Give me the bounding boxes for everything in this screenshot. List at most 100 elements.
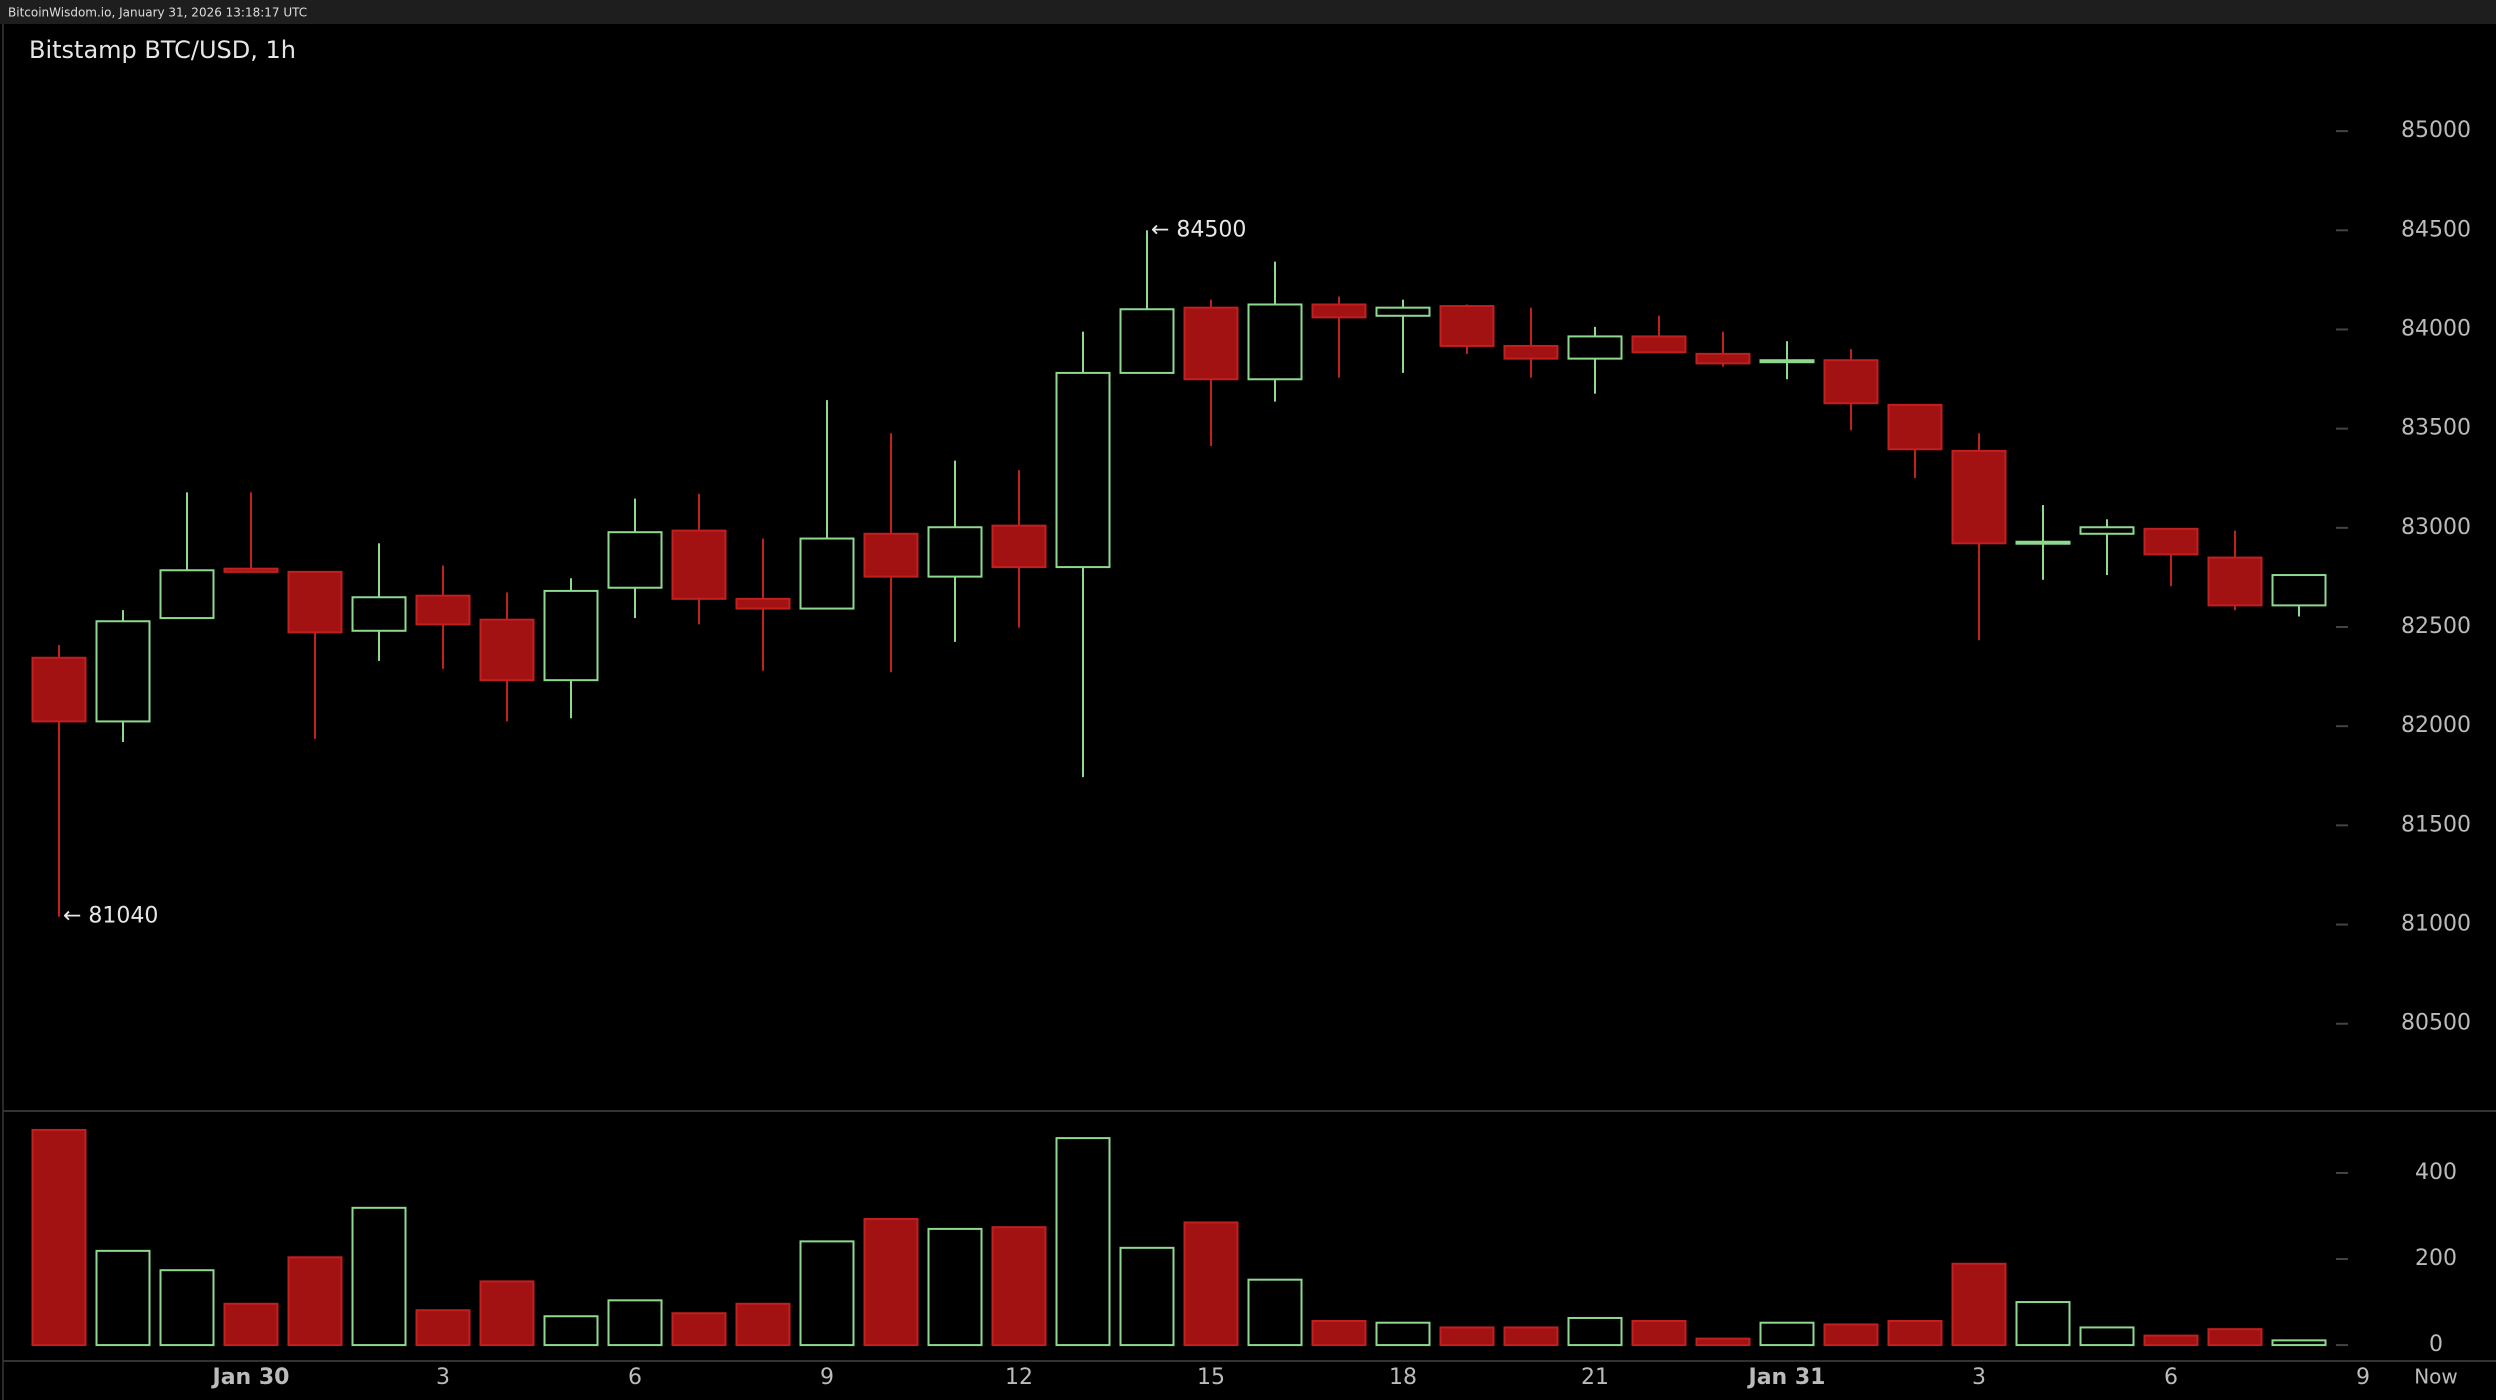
- candle-body: [799, 537, 855, 610]
- x-tick-label: 18: [1389, 1365, 1417, 1390]
- x-tick-label: 6: [2164, 1365, 2178, 1390]
- volume-bar: [863, 1218, 919, 1347]
- y-tick-label: 83000: [2401, 515, 2471, 540]
- candle-body: [543, 589, 599, 682]
- volume-bar: [2207, 1328, 2263, 1347]
- x-tick-label: 21: [1581, 1365, 1609, 1390]
- candle-body: [607, 531, 663, 589]
- volume-bar: [927, 1227, 983, 1347]
- y-tick-label: 84000: [2401, 316, 2471, 341]
- candle-body: [1183, 306, 1239, 381]
- candle-body: [1247, 303, 1303, 381]
- volume-bar: [2015, 1301, 2071, 1347]
- x-tick-label: Jan 31: [1747, 1365, 1826, 1390]
- candle-body: [287, 570, 343, 634]
- candle-body: [95, 620, 151, 723]
- volume-bar: [2079, 1326, 2135, 1347]
- volume-bar: [543, 1315, 599, 1347]
- x-tick-label: 9: [820, 1365, 834, 1390]
- candle-body: [863, 532, 919, 578]
- volume-bar: [1119, 1246, 1175, 1347]
- candle-body: [735, 597, 791, 610]
- y2-tick-label: 200: [2415, 1246, 2457, 1271]
- volume-bar: [991, 1226, 1047, 1347]
- volume-bar: [1375, 1321, 1431, 1347]
- candle-body: [1695, 352, 1751, 365]
- candle-body: [479, 618, 535, 682]
- x-tick-label: Jan 30: [211, 1365, 290, 1390]
- volume-bar: [1887, 1319, 1943, 1347]
- candle-body: [927, 526, 983, 578]
- price-annotation: ← 81040: [63, 904, 158, 929]
- y-tick-label: 81500: [2401, 812, 2471, 837]
- candle-body: [2271, 574, 2327, 607]
- volume-bar: [95, 1249, 151, 1347]
- candle-body: [2079, 526, 2135, 535]
- volume-bar: [1311, 1319, 1367, 1347]
- x-tick-label: 6: [628, 1365, 642, 1390]
- volume-bar: [1695, 1337, 1751, 1347]
- volume-bar: [1951, 1262, 2007, 1347]
- candle-body: [991, 524, 1047, 569]
- site-line: BitcoinWisdom.io, January 31, 2026 13:18…: [8, 6, 307, 20]
- candle-body: [415, 594, 471, 626]
- volume-bar: [415, 1309, 471, 1347]
- volume-bar: [479, 1280, 535, 1347]
- volume-bar: [1759, 1321, 1815, 1347]
- y-tick-label: 85000: [2401, 118, 2471, 143]
- volume-bar: [1503, 1326, 1559, 1347]
- volume-bar: [31, 1128, 87, 1347]
- top-bar: [0, 0, 2496, 24]
- y-tick-label: 82500: [2401, 614, 2471, 639]
- candle-body: [31, 656, 87, 723]
- y2-tick-label: 0: [2429, 1332, 2443, 1357]
- y-tick-label: 80500: [2401, 1011, 2471, 1036]
- volume-bar: [671, 1312, 727, 1347]
- candle-body: [1951, 449, 2007, 545]
- y-tick-label: 84500: [2401, 217, 2471, 242]
- volume-bar: [735, 1302, 791, 1347]
- volume-bar: [351, 1206, 407, 1347]
- volume-bar: [1183, 1221, 1239, 1347]
- candle-body: [159, 569, 215, 620]
- candle-body: [2015, 540, 2071, 545]
- volume-bar: [1631, 1319, 1687, 1347]
- x-tick-label: 12: [1005, 1365, 1033, 1390]
- x-tick-label: 9: [2356, 1365, 2370, 1390]
- candle-body: [1439, 305, 1495, 347]
- candle-body: [223, 567, 279, 573]
- candle-body: [2143, 527, 2199, 556]
- candle-body: [1887, 403, 1943, 451]
- volume-bar: [2143, 1334, 2199, 1347]
- candle-body: [1119, 308, 1175, 374]
- volume-bar: [607, 1299, 663, 1347]
- x-tick-label: 15: [1197, 1365, 1225, 1390]
- candle-body: [671, 529, 727, 600]
- chart-title: Bitstamp BTC/USD, 1h: [29, 36, 296, 64]
- volume-bar: [2271, 1339, 2327, 1347]
- volume-bar: [1567, 1316, 1623, 1347]
- candle-body: [1055, 371, 1111, 569]
- volume-bar: [799, 1240, 855, 1347]
- y-tick-label: 81000: [2401, 912, 2471, 937]
- candle-body: [1823, 359, 1879, 405]
- x-tick-label: 3: [1972, 1365, 1986, 1390]
- y-tick-label: 82000: [2401, 713, 2471, 738]
- candle-body: [1375, 306, 1431, 317]
- candle-body: [1759, 359, 1815, 364]
- volume-bar: [223, 1302, 279, 1347]
- volume-bar: [287, 1256, 343, 1347]
- volume-bar: [159, 1269, 215, 1347]
- volume-bar: [1247, 1278, 1303, 1347]
- volume-bar: [1439, 1326, 1495, 1347]
- y-tick-label: 83500: [2401, 416, 2471, 441]
- candle-body: [1311, 303, 1367, 319]
- candle-body: [351, 596, 407, 632]
- candle-body: [2207, 556, 2263, 607]
- volume-bar: [1823, 1323, 1879, 1347]
- candle-body: [1567, 335, 1623, 360]
- x-tick-label: 3: [436, 1365, 450, 1390]
